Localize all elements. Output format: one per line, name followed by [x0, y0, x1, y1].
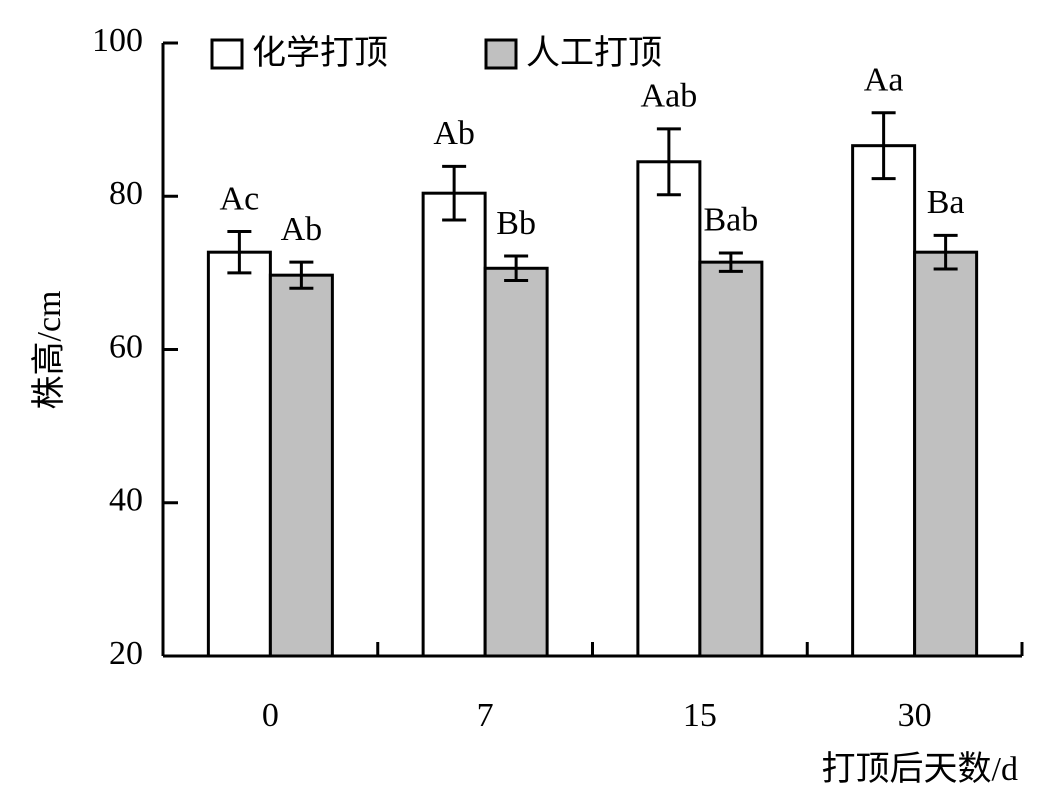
significance-label: Bab	[703, 202, 758, 239]
y-axis-label: 株高/cm	[30, 291, 68, 410]
x-axis-label: 打顶后天数/d	[822, 750, 1018, 788]
bar	[851, 144, 917, 658]
x-tick-label: 7	[477, 697, 494, 734]
significance-label: Ac	[220, 180, 260, 217]
legend-swatch	[210, 38, 244, 70]
bar	[698, 260, 764, 658]
error-bar	[656, 127, 681, 197]
significance-label: Ab	[433, 115, 475, 152]
bar	[268, 273, 334, 658]
error-bar	[227, 229, 252, 275]
error-bar	[289, 260, 314, 290]
bar	[913, 250, 979, 658]
y-tick-label: 40	[109, 482, 143, 519]
significance-label: Ab	[281, 211, 323, 248]
x-tick-label: 0	[262, 697, 279, 734]
bar	[206, 250, 272, 658]
bar	[421, 191, 487, 658]
y-tick-label: 60	[109, 328, 143, 365]
significance-label: Ba	[927, 184, 965, 221]
significance-label: Aa	[864, 62, 904, 99]
y-tick-label: 20	[109, 635, 143, 672]
bar	[483, 266, 549, 658]
error-bar	[504, 254, 529, 283]
y-tick-label: 80	[109, 175, 143, 212]
legend-swatch	[484, 38, 518, 70]
legend-label: 人工打顶	[526, 34, 662, 72]
error-bar	[933, 233, 958, 271]
x-tick-label: 30	[898, 697, 932, 734]
error-bar	[442, 164, 467, 222]
error-bar	[871, 111, 896, 181]
significance-label: Aab	[641, 78, 698, 115]
x-tick-label: 15	[683, 697, 717, 734]
significance-label: Bb	[496, 205, 536, 242]
error-bar	[718, 251, 743, 273]
bar	[636, 160, 702, 658]
y-tick-label: 100	[92, 22, 143, 59]
legend-label: 化学打顶	[252, 34, 388, 72]
